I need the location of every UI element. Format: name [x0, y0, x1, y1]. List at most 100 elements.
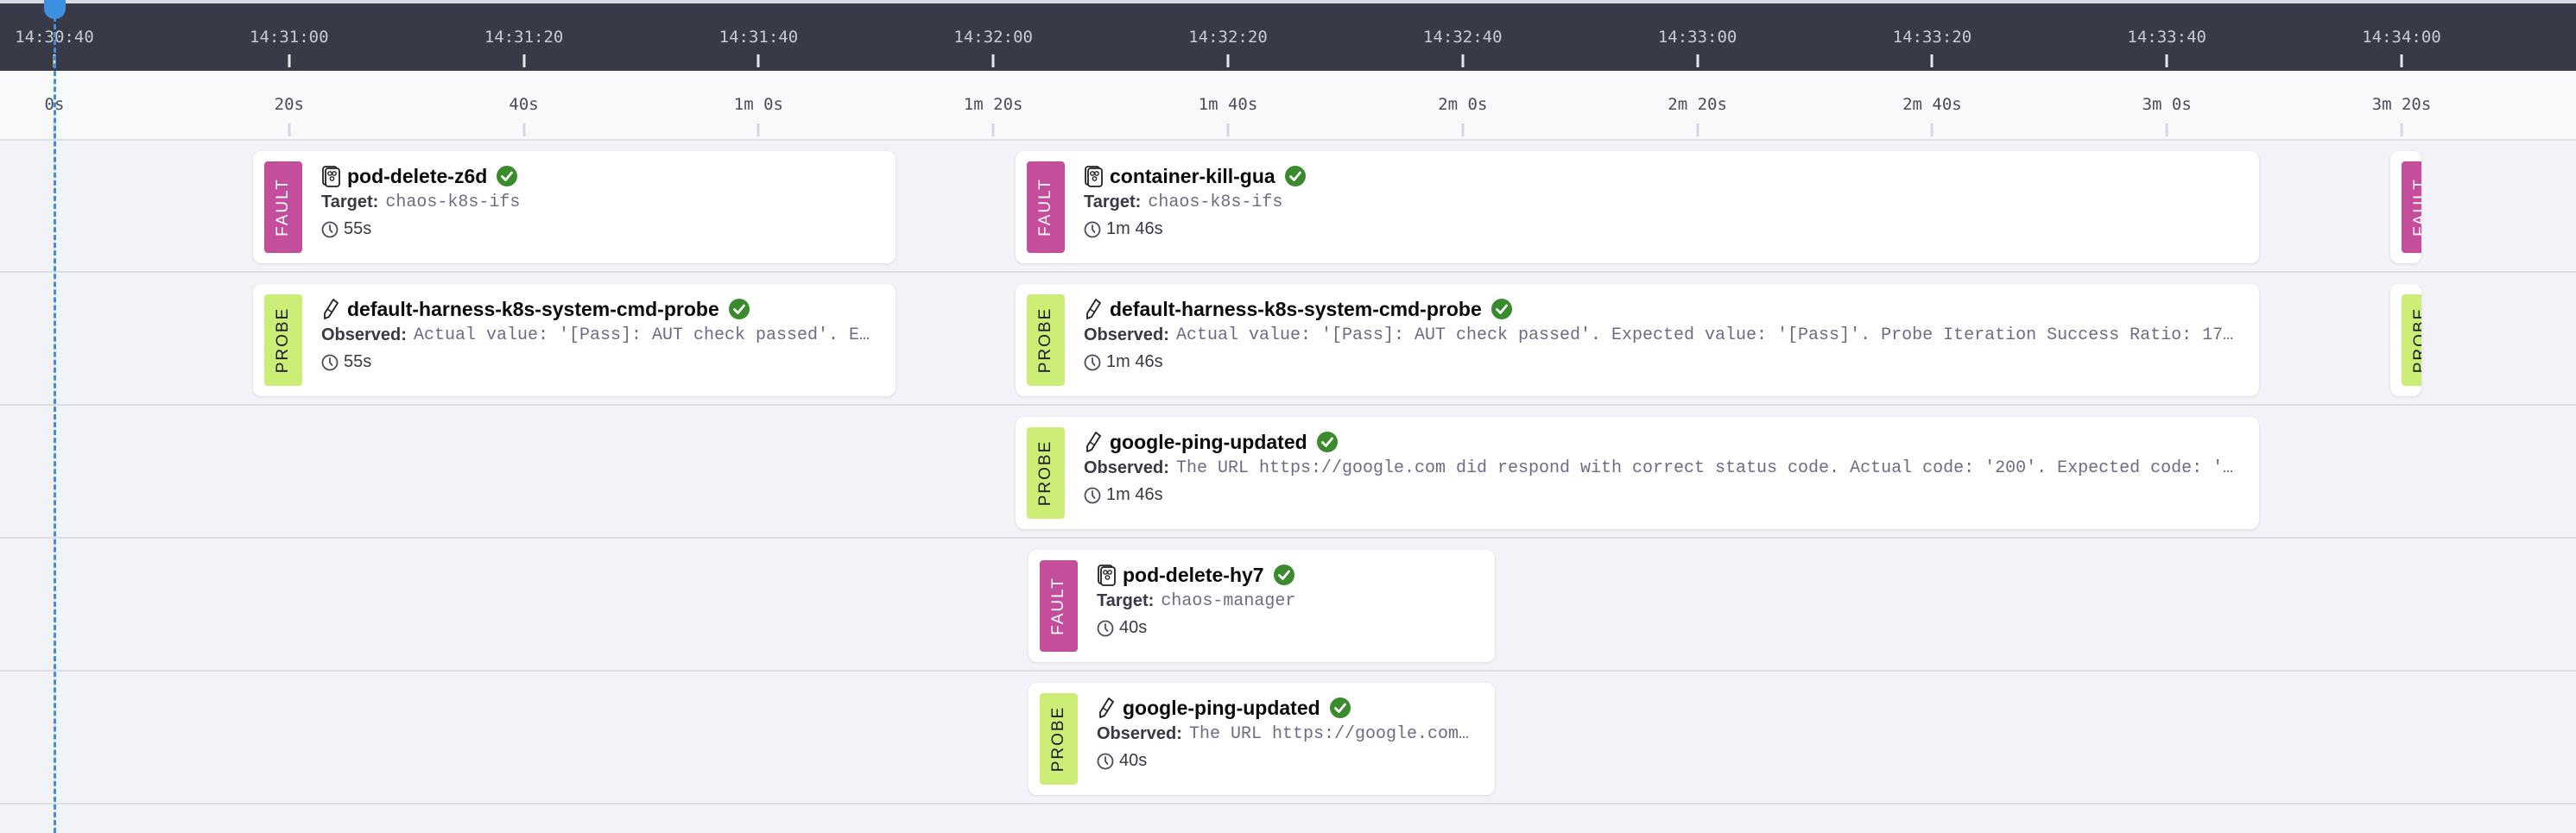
clock-icon: [321, 354, 339, 371]
fault-card[interactable]: FAULT: [2390, 151, 2421, 263]
clock-tick-mark: [2400, 54, 2403, 67]
clock-time-axis: 14:30:40 14:31:00 14:31:20 14:31:40 14:32:00…: [0, 3, 2576, 71]
clock-tick-label: 14:32:00: [953, 28, 1033, 47]
probe-badge-label: PROBE: [1036, 439, 1054, 507]
elapsed-tick-mark: [1930, 123, 1934, 136]
observed-line: Observed: Actual value: '[Pass]: AUT chec…: [321, 322, 885, 349]
clock-icon: [1084, 354, 1101, 371]
duration-value: 1m 46s: [1106, 219, 1163, 238]
clock-icon: [1097, 620, 1114, 637]
card-content: google-ping-updated Observed: The URL http…: [1084, 429, 2249, 508]
card-title: google-ping-updated: [1097, 695, 1484, 721]
probe-badge: PROBE: [1040, 693, 1078, 785]
elapsed-tick-mark: [288, 123, 291, 136]
card-name[interactable]: default-harness-k8s-system-cmd-probe: [347, 297, 719, 320]
duration-line: 1m 46s: [1084, 482, 2249, 508]
card-name[interactable]: default-harness-k8s-system-cmd-probe: [1110, 297, 1482, 320]
probe-icon: [1084, 431, 1103, 453]
probe-card[interactable]: PROBE default-harness-k8s-system-cmd-prob…: [1016, 284, 2259, 396]
duration-line: 1m 46s: [1084, 349, 2249, 375]
clock-tick-label: 14:32:20: [1188, 28, 1268, 47]
target-value: chaos-k8s-ifs: [385, 192, 521, 212]
elapsed-tick-label: 2m 0s: [1438, 95, 1488, 114]
elapsed-tick-mark: [991, 123, 995, 136]
clock-icon: [1084, 487, 1101, 504]
clock-tick-mark: [522, 54, 526, 67]
card-name[interactable]: google-ping-updated: [1110, 430, 1307, 453]
probe-icon: [1084, 298, 1103, 320]
clock-icon: [1084, 221, 1101, 238]
observed-label: Observed:: [321, 325, 407, 344]
timeline-row: FAULT pod-delete-z6d Target: chaos-k8s-ifs 5…: [0, 140, 2576, 273]
top-strip: [0, 0, 2576, 3]
elapsed-time-axis: 0s 20s 40s 1m 0s 1m 20s 1m 40s 2m 0s 2m 20s 2m 4…: [0, 71, 2576, 141]
success-check-icon: [728, 298, 750, 320]
fault-badge: FAULT: [1027, 161, 1065, 253]
current-time-handle[interactable]: [44, 0, 66, 19]
observed-value: The URL https://google.com…: [1188, 724, 1469, 744]
target-label: Target:: [321, 192, 379, 211]
duration-value: 1m 46s: [1106, 485, 1163, 504]
elapsed-tick-label: 1m 40s: [1198, 95, 1258, 114]
success-check-icon: [496, 165, 518, 187]
success-check-icon: [1316, 431, 1339, 453]
timeline-row: PROBE google-ping-updated Observed: The URL…: [0, 406, 2576, 539]
chaos-fault-icon: [1084, 165, 1103, 187]
card-title: default-harness-k8s-system-cmd-probe: [321, 296, 885, 322]
elapsed-tick-mark: [2400, 123, 2403, 136]
card-name[interactable]: pod-delete-hy7: [1123, 563, 1264, 586]
duration-value: 55s: [344, 352, 372, 371]
card-content: default-harness-k8s-system-cmd-probe Obse…: [321, 296, 885, 375]
fault-card[interactable]: FAULT pod-delete-z6d Target: chaos-k8s-ifs 5…: [253, 151, 896, 263]
observed-line: Observed: The URL https://google.com did …: [1084, 455, 2249, 482]
duration-line: 40s: [1097, 748, 1484, 774]
observed-label: Observed:: [1097, 724, 1182, 743]
probe-card[interactable]: PROBE google-ping-updated Observed: The URL…: [1016, 417, 2259, 529]
probe-badge-label: PROBE: [1036, 306, 1054, 374]
probe-badge: PROBE: [1027, 427, 1065, 519]
clock-tick-mark: [991, 54, 995, 67]
probe-badge: PROBE: [1027, 294, 1065, 386]
fault-card[interactable]: FAULT pod-delete-hy7 Target: chaos-manager 4…: [1029, 550, 1495, 662]
current-time-line[interactable]: [54, 9, 56, 833]
probe-card[interactable]: PROBE google-ping-updated Observed: The URL…: [1029, 683, 1495, 795]
target-line: Target: chaos-k8s-ifs: [1084, 189, 2249, 216]
card-name[interactable]: google-ping-updated: [1123, 696, 1320, 719]
card-content: pod-delete-z6d Target: chaos-k8s-ifs 55s: [321, 163, 885, 243]
target-line: Target: chaos-manager: [1097, 588, 1484, 615]
probe-badge-label: PROBE: [1049, 705, 1067, 773]
card-name[interactable]: pod-delete-z6d: [347, 164, 488, 187]
card-title: pod-delete-z6d: [321, 163, 885, 189]
success-check-icon: [1329, 697, 1351, 719]
clock-tick-mark: [756, 54, 760, 67]
elapsed-tick-label: 40s: [509, 95, 539, 114]
duration-value: 55s: [344, 219, 372, 238]
duration-line: 40s: [1097, 615, 1484, 641]
clock-icon: [1097, 753, 1114, 770]
probe-card[interactable]: PROBE default-harness-k8s-system-cmd-prob…: [253, 284, 896, 396]
clock-tick-mark: [1930, 54, 1934, 67]
elapsed-tick-mark: [1226, 123, 1230, 136]
probe-card[interactable]: PROBE: [2390, 284, 2421, 396]
clock-tick-mark: [2165, 54, 2168, 67]
fault-card[interactable]: FAULT container-kill-gua Target: chaos-k8s-…: [1016, 151, 2259, 263]
success-check-icon: [1284, 165, 1307, 187]
clock-tick-label: 14:33:40: [2127, 28, 2206, 47]
elapsed-tick-label: 1m 0s: [733, 95, 783, 114]
chaos-fault-icon: [321, 165, 340, 187]
observed-label: Observed:: [1084, 458, 1169, 477]
duration-line: 55s: [321, 216, 885, 243]
elapsed-tick-label: 2m 40s: [1902, 95, 1962, 114]
target-value: chaos-manager: [1161, 591, 1296, 611]
card-name[interactable]: container-kill-gua: [1110, 164, 1275, 187]
duration-value: 40s: [1119, 751, 1148, 770]
elapsed-tick-label: 2m 20s: [1668, 95, 1727, 114]
fault-badge: FAULT: [2402, 161, 2421, 253]
observed-value: The URL https://google.com did respond w…: [1175, 458, 2234, 478]
card-title: pod-delete-hy7: [1097, 562, 1484, 588]
card-content: google-ping-updated Observed: The URL http…: [1097, 695, 1484, 774]
probe-badge-label: PROBE: [274, 306, 292, 374]
clock-tick-label: 14:33:20: [1892, 28, 1972, 47]
clock-tick-label: 14:31:40: [718, 28, 799, 47]
probe-icon: [1097, 697, 1116, 719]
